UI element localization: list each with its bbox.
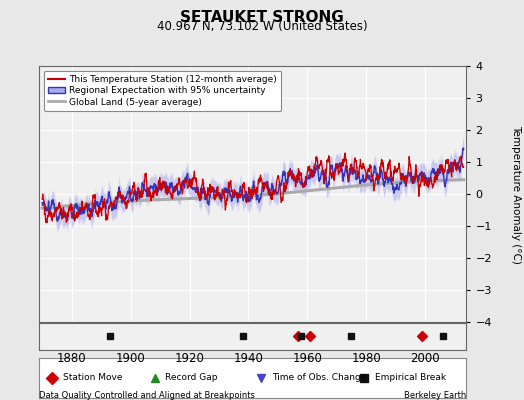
Text: 40.967 N, 73.102 W (United States): 40.967 N, 73.102 W (United States)	[157, 20, 367, 33]
Text: Record Gap: Record Gap	[165, 374, 218, 382]
Text: Berkeley Earth: Berkeley Earth	[404, 391, 466, 400]
Text: Empirical Break: Empirical Break	[375, 374, 446, 382]
Text: 2000: 2000	[410, 352, 440, 365]
Legend: This Temperature Station (12-month average), Regional Expectation with 95% uncer: This Temperature Station (12-month avera…	[44, 70, 281, 111]
Text: 1980: 1980	[352, 352, 381, 365]
Text: 1900: 1900	[116, 352, 146, 365]
Text: Time of Obs. Change: Time of Obs. Change	[272, 374, 366, 382]
Text: SETAUKET STRONG: SETAUKET STRONG	[180, 10, 344, 25]
Text: Data Quality Controlled and Aligned at Breakpoints: Data Quality Controlled and Aligned at B…	[39, 391, 255, 400]
Text: 1940: 1940	[234, 352, 264, 365]
Y-axis label: Temperature Anomaly (°C): Temperature Anomaly (°C)	[511, 124, 521, 264]
Text: 1920: 1920	[174, 352, 204, 365]
Text: 1960: 1960	[292, 352, 322, 365]
Text: Station Move: Station Move	[63, 374, 122, 382]
Text: 1880: 1880	[57, 352, 86, 365]
